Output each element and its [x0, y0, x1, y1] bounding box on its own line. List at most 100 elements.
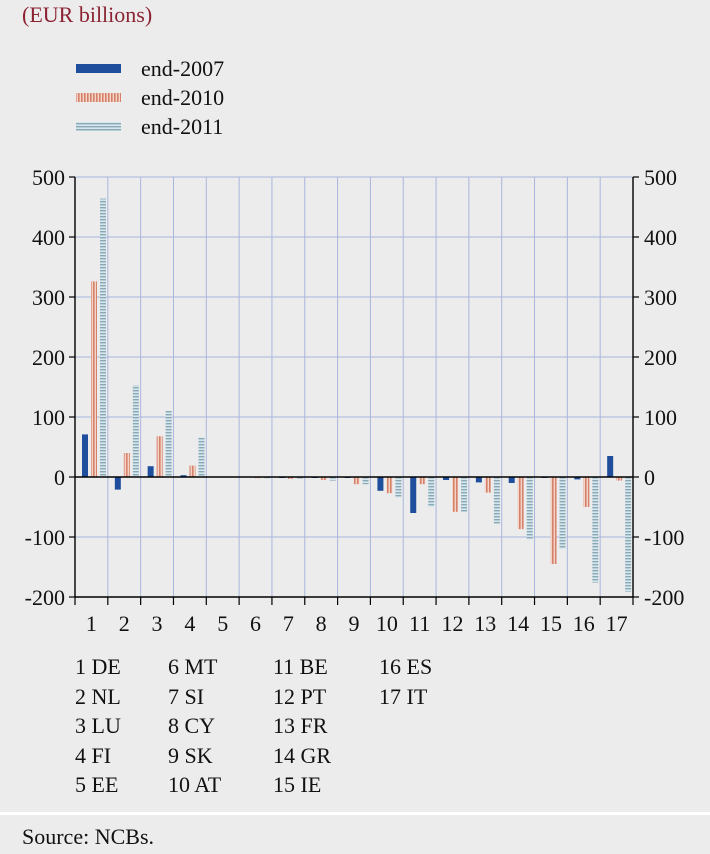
bar-end-2007-4	[180, 475, 187, 477]
legend-swatch-end-2011	[76, 122, 121, 131]
bar-end-2010-2	[123, 453, 130, 477]
country-key-item: 7 SI	[168, 683, 205, 709]
bar-end-2011-10	[395, 477, 402, 498]
bar-end-2011-13	[493, 477, 500, 524]
country-key-item: 6 MT	[168, 654, 218, 679]
bar-end-2011-3	[165, 411, 172, 477]
y-tick-label-left: 400	[32, 225, 65, 250]
bar-end-2007-16	[574, 477, 581, 480]
bar-end-2010-10	[386, 477, 393, 494]
x-tick-label: 12	[441, 611, 463, 636]
country-key-item: 13 FR	[273, 713, 328, 738]
country-key-item: 9 SK	[168, 742, 213, 768]
x-tick-label: 13	[474, 611, 496, 636]
country-key-item: 2 NL	[75, 683, 121, 709]
bar-end-2011-11	[428, 477, 435, 507]
x-tick-label: 9	[349, 611, 360, 636]
x-tick-label: 5	[217, 611, 228, 636]
y-tick-label-left: 300	[32, 285, 65, 310]
grid-lines	[75, 176, 633, 598]
bar-end-2011-1	[100, 198, 106, 477]
bar-end-2011-8	[329, 477, 336, 481]
bar-end-2010-13	[484, 477, 491, 493]
y-tick-label-left: 500	[32, 165, 65, 190]
bar-end-2011-16	[592, 477, 599, 583]
country-key-item: 16 ES	[379, 654, 433, 679]
source-divider	[0, 812, 710, 815]
country-key-item: 4 FI	[75, 742, 112, 768]
y-tick-label-right: 300	[644, 285, 677, 310]
bar-end-2011-14	[526, 477, 533, 540]
bar-end-2007-12	[443, 477, 450, 480]
x-tick-label: 8	[316, 611, 327, 636]
country-key-item: 15 IE	[273, 772, 322, 797]
y-tick-label-right: 400	[644, 225, 677, 250]
x-tick-label: 15	[540, 611, 562, 636]
bar-end-2007-3	[147, 466, 154, 477]
bars	[82, 198, 632, 592]
y-tick-label-right: -200	[644, 585, 684, 610]
legend: end-2007 end-2010 end-2011	[76, 56, 224, 139]
bar-end-2010-12	[452, 477, 459, 512]
country-key-item: 11 BE	[273, 654, 328, 679]
y-tick-label-right: 500	[644, 165, 677, 190]
bar-end-2010-4	[189, 465, 196, 477]
bar-end-2011-7	[296, 477, 303, 479]
x-tick-label: 1	[86, 611, 97, 636]
country-key-item: 1 DE	[75, 654, 121, 679]
bar-end-2010-7	[287, 477, 294, 479]
x-tick-label: 7	[283, 611, 294, 636]
legend-label-end-2007: end-2007	[141, 56, 224, 81]
country-key-item: 3 LU	[75, 713, 121, 738]
y-tick-label-right: 200	[644, 345, 677, 370]
bar-end-2011-2	[132, 385, 139, 477]
bar-end-2007-14	[508, 477, 515, 483]
bar-end-2011-12	[461, 477, 468, 513]
bar-end-2011-4	[198, 437, 205, 477]
bar-end-2010-11	[419, 477, 426, 485]
legend-label-end-2011: end-2011	[141, 114, 223, 139]
y-tick-label-right: 0	[644, 465, 655, 490]
bar-end-2007-11	[410, 477, 417, 513]
bar-end-2010-17	[616, 477, 623, 481]
y-tick-label-left: 100	[32, 405, 65, 430]
bar-end-2007-2	[114, 477, 121, 490]
source-note: Source: NCBs.	[22, 824, 154, 849]
chart-subtitle: (EUR billions)	[22, 2, 153, 27]
y-tick-label-left: -100	[25, 525, 65, 550]
chart-panel: (EUR billions) 500 500 400 400 300 300 200 200 1…	[22, 2, 685, 797]
y-tick-label-left: -200	[25, 585, 65, 610]
country-key-item: 10 AT	[168, 772, 222, 797]
legend-swatch-end-2010	[76, 93, 121, 102]
x-tick-label: 11	[409, 611, 430, 636]
country-key-item: 8 CY	[168, 713, 216, 738]
y-tick-label-right: -100	[644, 525, 684, 550]
x-tick-label: 6	[250, 611, 261, 636]
bar-end-2007-13	[475, 477, 482, 483]
bar-end-2010-14	[517, 477, 524, 530]
country-key-item: 5 EE	[75, 772, 119, 797]
y-tick-label-left: 200	[32, 345, 65, 370]
bar-end-2011-9	[362, 477, 369, 485]
x-tick-label: 14	[507, 611, 529, 636]
bar-end-2011-15	[559, 477, 566, 549]
x-tick-label: 3	[152, 611, 163, 636]
bar-end-2010-15	[550, 477, 557, 564]
bar-end-2007-10	[377, 477, 384, 491]
legend-swatch-end-2007	[76, 64, 121, 73]
bar-end-2011-17	[625, 477, 632, 592]
x-tick-label: 10	[376, 611, 398, 636]
bar-end-2010-8	[320, 477, 327, 480]
country-key-item: 17 IT	[379, 683, 428, 709]
axes: 500 500 400 400 300 300 200 200 100 100 0 0 -100 -100…	[25, 165, 685, 636]
bar-chart: 500 500 400 400 300 300 200 200 100 100 0 0 -100 -100…	[25, 56, 685, 636]
country-key-item: 14 GR	[273, 742, 332, 768]
y-tick-label-right: 100	[644, 405, 677, 430]
bar-end-2010-9	[353, 477, 360, 485]
x-tick-label: 16	[573, 611, 595, 636]
x-tick-label: 2	[119, 611, 130, 636]
x-tick-label: 4	[184, 611, 195, 636]
country-key-item: 12 PT	[273, 683, 327, 709]
bar-end-2010-3	[156, 436, 163, 477]
bar-end-2010-1	[91, 281, 97, 477]
